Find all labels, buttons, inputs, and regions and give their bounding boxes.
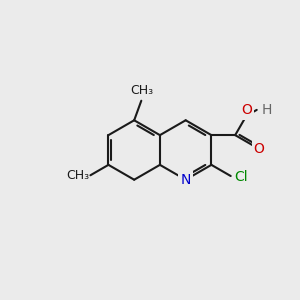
Text: CH₃: CH₃ (130, 84, 154, 98)
Text: N: N (181, 173, 191, 187)
Text: H: H (261, 103, 272, 117)
Text: O: O (254, 142, 265, 156)
Text: CH₃: CH₃ (66, 169, 89, 182)
Text: O: O (241, 103, 252, 118)
Text: Cl: Cl (234, 170, 248, 184)
